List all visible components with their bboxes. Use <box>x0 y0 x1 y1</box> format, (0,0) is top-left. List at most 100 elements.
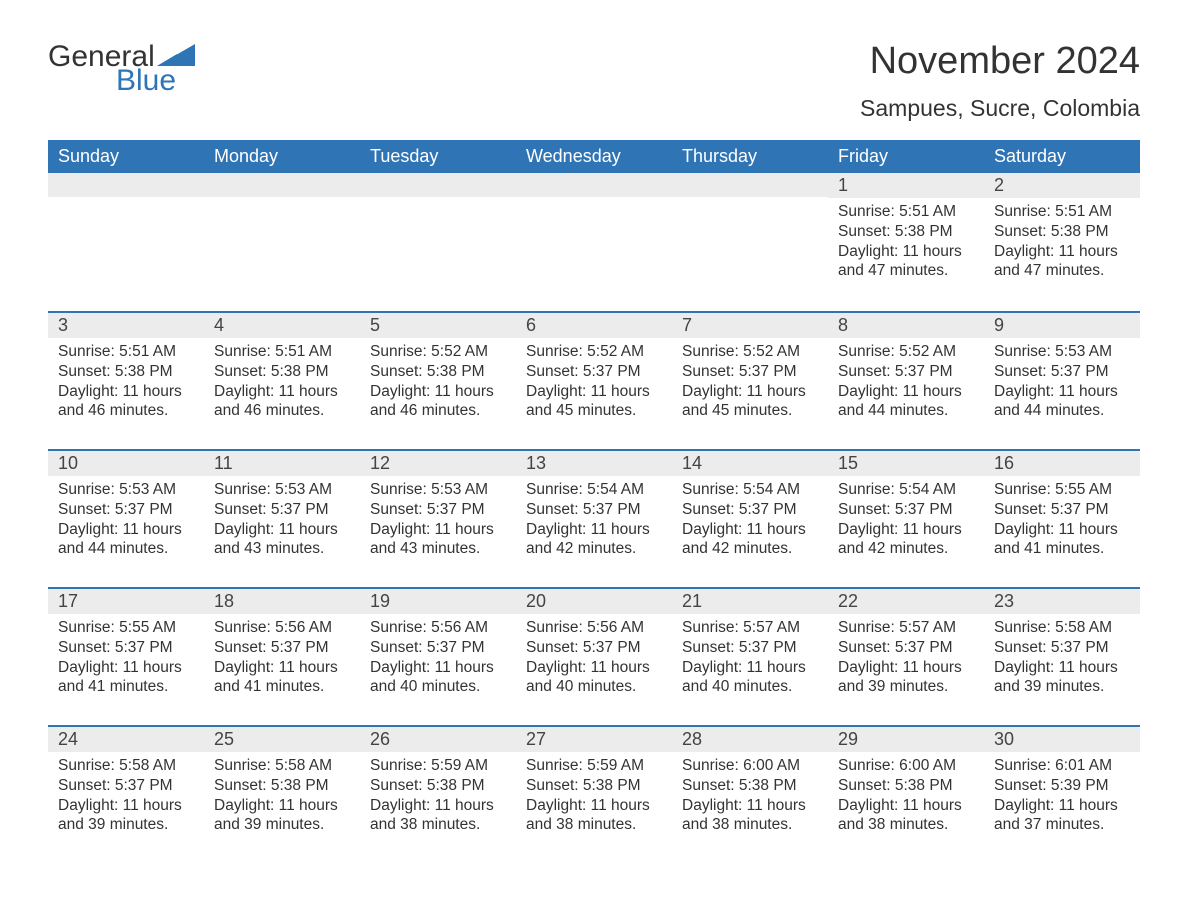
day-details: Sunrise: 5:57 AMSunset: 5:37 PMDaylight:… <box>672 614 828 713</box>
calendar-day-cell: 5Sunrise: 5:52 AMSunset: 5:38 PMDaylight… <box>360 311 516 449</box>
calendar-day-cell: 2Sunrise: 5:51 AMSunset: 5:38 PMDaylight… <box>984 173 1140 311</box>
day-details: Sunrise: 5:56 AMSunset: 5:37 PMDaylight:… <box>204 614 360 713</box>
sunset-text: Sunset: 5:37 PM <box>838 638 974 658</box>
title-block: November 2024 Sampues, Sucre, Colombia <box>860 40 1140 122</box>
day-details: Sunrise: 5:53 AMSunset: 5:37 PMDaylight:… <box>984 338 1140 437</box>
day-number: 21 <box>672 587 828 614</box>
sunset-text: Sunset: 5:38 PM <box>682 776 818 796</box>
day-number: 7 <box>672 311 828 338</box>
day-number: 27 <box>516 725 672 752</box>
day-number: 9 <box>984 311 1140 338</box>
daylight-text: Daylight: 11 hours and 42 minutes. <box>682 520 818 560</box>
daylight-text: Daylight: 11 hours and 47 minutes. <box>838 242 974 282</box>
daylight-text: Daylight: 11 hours and 45 minutes. <box>682 382 818 422</box>
day-details: Sunrise: 5:53 AMSunset: 5:37 PMDaylight:… <box>204 476 360 575</box>
calendar-day-cell: 27Sunrise: 5:59 AMSunset: 5:38 PMDayligh… <box>516 725 672 863</box>
sunset-text: Sunset: 5:37 PM <box>838 500 974 520</box>
weekday-header: Saturday <box>984 140 1140 173</box>
day-number: 8 <box>828 311 984 338</box>
calendar-body: 1Sunrise: 5:51 AMSunset: 5:38 PMDaylight… <box>48 173 1140 863</box>
sunset-text: Sunset: 5:37 PM <box>370 500 506 520</box>
day-number: 25 <box>204 725 360 752</box>
calendar-day-cell: 15 Sunrise: 5:54 AMSunset: 5:37 PMDayligh… <box>828 449 984 587</box>
daylight-text: Daylight: 11 hours and 38 minutes. <box>682 796 818 836</box>
sunrise-text: Sunrise: 5:52 AM <box>370 342 506 362</box>
daylight-text: Daylight: 11 hours and 46 minutes. <box>58 382 194 422</box>
day-number: 1 <box>828 173 984 198</box>
calendar-day-cell: 21Sunrise: 5:57 AMSunset: 5:37 PMDayligh… <box>672 587 828 725</box>
day-number: 2 <box>984 173 1140 198</box>
sunrise-text: Sunrise: 5:53 AM <box>58 480 194 500</box>
sunrise-text: Sunrise: 5:51 AM <box>214 342 350 362</box>
sunset-text: Sunset: 5:38 PM <box>526 776 662 796</box>
daylight-text: Daylight: 11 hours and 39 minutes. <box>58 796 194 836</box>
daylight-text: Daylight: 11 hours and 37 minutes. <box>994 796 1130 836</box>
calendar-day-cell: 14Sunrise: 5:54 AMSunset: 5:37 PMDayligh… <box>672 449 828 587</box>
sunrise-text: Sunrise: 5:56 AM <box>370 618 506 638</box>
calendar-day-cell: 11Sunrise: 5:53 AMSunset: 5:37 PMDayligh… <box>204 449 360 587</box>
sunrise-text: Sunrise: 5:56 AM <box>526 618 662 638</box>
sunrise-text: Sunrise: 6:01 AM <box>994 756 1130 776</box>
weekday-header: Thursday <box>672 140 828 173</box>
sunset-text: Sunset: 5:38 PM <box>370 776 506 796</box>
sunset-text: Sunset: 5:38 PM <box>214 776 350 796</box>
sunset-text: Sunset: 5:38 PM <box>370 362 506 382</box>
day-details: Sunrise: 5:58 AMSunset: 5:38 PMDaylight:… <box>204 752 360 851</box>
day-number: 15 <box>828 449 984 476</box>
sunrise-text: Sunrise: 5:52 AM <box>838 342 974 362</box>
sunrise-text: Sunrise: 5:58 AM <box>58 756 194 776</box>
calendar-day-cell <box>360 173 516 311</box>
sunset-text: Sunset: 5:37 PM <box>214 638 350 658</box>
day-number: 29 <box>828 725 984 752</box>
day-details: Sunrise: 5:58 AMSunset: 5:37 PMDaylight:… <box>984 614 1140 713</box>
sunset-text: Sunset: 5:37 PM <box>58 500 194 520</box>
calendar-week-row: 3Sunrise: 5:51 AMSunset: 5:38 PMDaylight… <box>48 311 1140 449</box>
day-details: Sunrise: 5:51 AMSunset: 5:38 PMDaylight:… <box>48 338 204 437</box>
sunset-text: Sunset: 5:37 PM <box>526 362 662 382</box>
sunrise-text: Sunrise: 5:52 AM <box>526 342 662 362</box>
calendar-day-cell: 29Sunrise: 6:00 AMSunset: 5:38 PMDayligh… <box>828 725 984 863</box>
calendar-day-cell <box>516 173 672 311</box>
day-details: Sunrise: 5:52 AMSunset: 5:37 PMDaylight:… <box>828 338 984 437</box>
daylight-text: Daylight: 11 hours and 38 minutes. <box>838 796 974 836</box>
calendar-week-row: 1Sunrise: 5:51 AMSunset: 5:38 PMDaylight… <box>48 173 1140 311</box>
calendar-day-cell: 20Sunrise: 5:56 AMSunset: 5:37 PMDayligh… <box>516 587 672 725</box>
daylight-text: Daylight: 11 hours and 40 minutes. <box>682 658 818 698</box>
calendar-day-cell <box>48 173 204 311</box>
sunset-text: Sunset: 5:37 PM <box>526 500 662 520</box>
calendar-day-cell: 28Sunrise: 6:00 AMSunset: 5:38 PMDayligh… <box>672 725 828 863</box>
sunrise-text: Sunrise: 5:54 AM <box>838 480 974 500</box>
month-title: November 2024 <box>860 40 1140 83</box>
sunset-text: Sunset: 5:37 PM <box>994 500 1130 520</box>
sunrise-text: Sunrise: 5:51 AM <box>994 202 1130 222</box>
calendar-day-cell: 25Sunrise: 5:58 AMSunset: 5:38 PMDayligh… <box>204 725 360 863</box>
day-details: Sunrise: 5:53 AMSunset: 5:37 PMDaylight:… <box>48 476 204 575</box>
sunset-text: Sunset: 5:38 PM <box>838 222 974 242</box>
calendar-day-cell: 30Sunrise: 6:01 AMSunset: 5:39 PMDayligh… <box>984 725 1140 863</box>
calendar-day-cell: 12Sunrise: 5:53 AMSunset: 5:37 PMDayligh… <box>360 449 516 587</box>
sunset-text: Sunset: 5:39 PM <box>994 776 1130 796</box>
day-number: 5 <box>360 311 516 338</box>
sunrise-text: Sunrise: 6:00 AM <box>838 756 974 776</box>
sunrise-text: Sunrise: 5:55 AM <box>994 480 1130 500</box>
calendar-day-cell <box>204 173 360 311</box>
weekday-header: Friday <box>828 140 984 173</box>
daylight-text: Daylight: 11 hours and 41 minutes. <box>58 658 194 698</box>
daylight-text: Daylight: 11 hours and 44 minutes. <box>838 382 974 422</box>
empty-day-header <box>204 173 360 197</box>
weekday-header-row: Sunday Monday Tuesday Wednesday Thursday… <box>48 140 1140 173</box>
daylight-text: Daylight: 11 hours and 39 minutes. <box>838 658 974 698</box>
calendar-day-cell: 3Sunrise: 5:51 AMSunset: 5:38 PMDaylight… <box>48 311 204 449</box>
daylight-text: Daylight: 11 hours and 46 minutes. <box>214 382 350 422</box>
sunset-text: Sunset: 5:37 PM <box>214 500 350 520</box>
sunset-text: Sunset: 5:37 PM <box>682 362 818 382</box>
daylight-text: Daylight: 11 hours and 42 minutes. <box>526 520 662 560</box>
sunrise-text: Sunrise: 5:59 AM <box>370 756 506 776</box>
day-number: 19 <box>360 587 516 614</box>
day-details: Sunrise: 5:52 AMSunset: 5:38 PMDaylight:… <box>360 338 516 437</box>
daylight-text: Daylight: 11 hours and 39 minutes. <box>994 658 1130 698</box>
sunrise-text: Sunrise: 5:51 AM <box>838 202 974 222</box>
sunrise-text: Sunrise: 5:53 AM <box>370 480 506 500</box>
day-number: 22 <box>828 587 984 614</box>
daylight-text: Daylight: 11 hours and 42 minutes. <box>838 520 974 560</box>
